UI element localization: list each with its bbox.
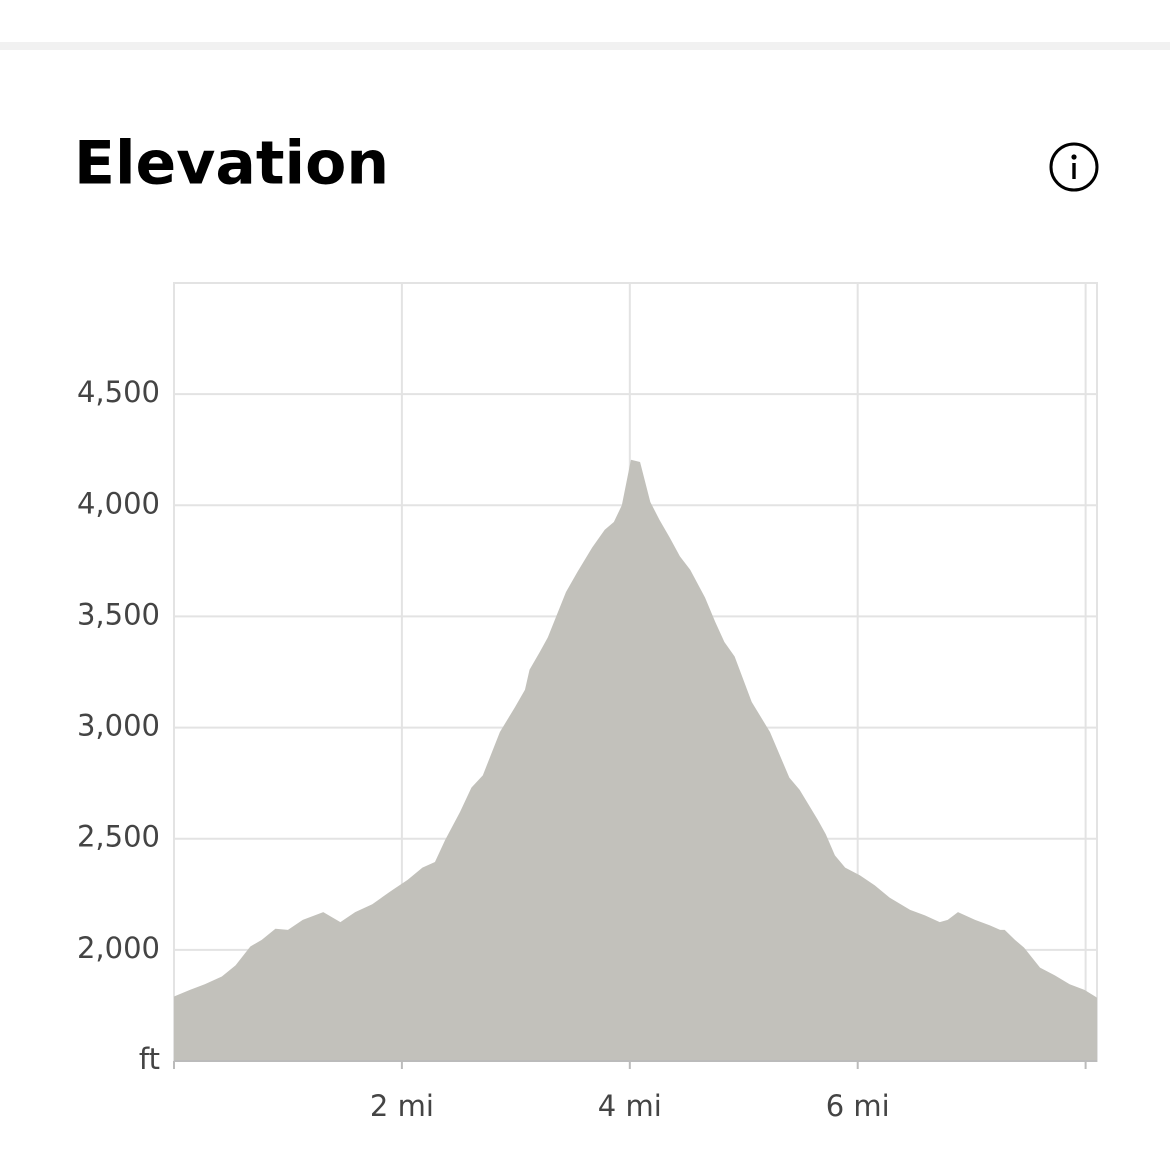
y-tick-label: 2,500 — [77, 820, 160, 854]
y-tick-label: 4,500 — [77, 375, 160, 409]
info-dot — [1071, 154, 1077, 160]
info-stem — [1072, 163, 1076, 179]
x-tick-label: 4 mi — [598, 1089, 662, 1123]
x-tick-label: 2 mi — [370, 1089, 434, 1123]
y-tick-label: ft — [139, 1042, 160, 1076]
top-divider — [0, 42, 1170, 50]
y-tick-label: 2,000 — [77, 931, 160, 965]
y-tick-label: 3,500 — [77, 597, 160, 631]
y-tick-label: 3,000 — [77, 709, 160, 743]
x-tick-label: 6 mi — [826, 1089, 890, 1123]
y-tick-label: 4,000 — [77, 486, 160, 520]
elevation-area — [174, 459, 1097, 1061]
info-icon[interactable] — [1049, 142, 1099, 192]
chart-title: Elevation — [74, 129, 389, 199]
info-button[interactable] — [1049, 142, 1099, 192]
